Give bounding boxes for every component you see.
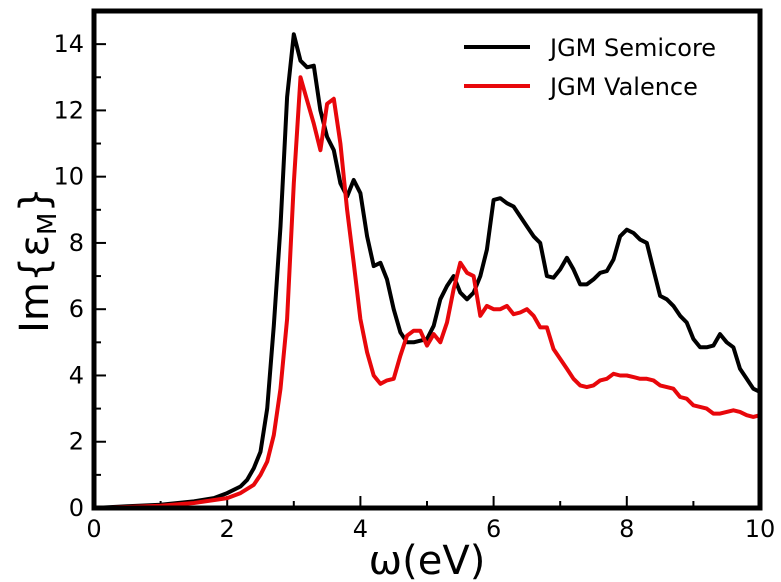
y-tick-label: 2 bbox=[69, 428, 84, 456]
x-tick-label: 6 bbox=[486, 515, 501, 543]
x-tick-label: 8 bbox=[619, 515, 634, 543]
y-tick-label: 14 bbox=[53, 30, 84, 58]
legend: JGM Semicore JGM Valence bbox=[464, 34, 716, 101]
x-axis-label: ω(eV) bbox=[369, 538, 486, 582]
x-tick-label: 10 bbox=[745, 515, 776, 543]
y-tick-labels: 0 2 4 6 8 10 12 14 bbox=[53, 30, 84, 522]
x-tick-label: 2 bbox=[220, 515, 235, 543]
x-tick-label: 0 bbox=[86, 515, 101, 543]
y-tick-label: 6 bbox=[69, 295, 84, 323]
y-tick-label: 12 bbox=[53, 96, 84, 124]
series-line-valence bbox=[92, 75, 762, 510]
y-tick-label: 0 bbox=[69, 494, 84, 522]
series-lines bbox=[92, 32, 762, 510]
y-axis-label-subscript: M bbox=[33, 213, 63, 235]
y-tick-label: 4 bbox=[69, 361, 84, 389]
y-tick-label: 8 bbox=[69, 229, 84, 257]
plot-frame bbox=[91, 8, 763, 511]
y-axis-label-main: Im{ε bbox=[12, 235, 58, 333]
series-line-semicore bbox=[92, 32, 762, 510]
y-axis-label: Im{εM} bbox=[12, 187, 63, 333]
x-tick-label: 4 bbox=[353, 515, 368, 543]
y-tick-label: 10 bbox=[53, 163, 84, 191]
legend-label-semicore: JGM Semicore bbox=[548, 34, 716, 62]
y-axis-label-close: } bbox=[12, 187, 58, 212]
x-tick-labels: 0 2 4 6 8 10 bbox=[86, 515, 775, 543]
legend-label-valence: JGM Valence bbox=[548, 73, 698, 101]
major-ticks bbox=[93, 43, 761, 509]
